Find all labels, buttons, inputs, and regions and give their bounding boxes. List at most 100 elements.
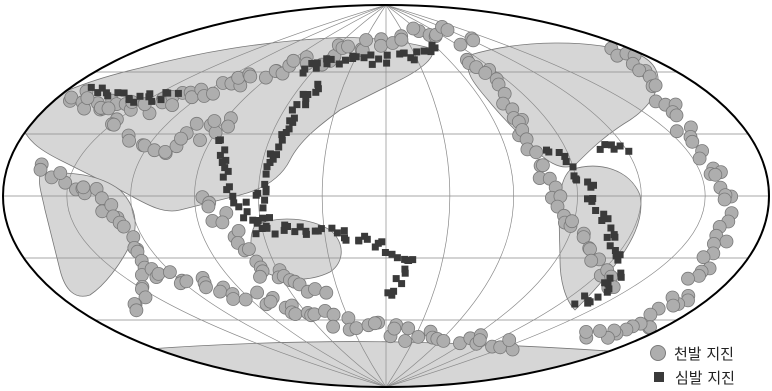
legend-deep: 심발 지진 xyxy=(650,365,760,389)
deep-quake-marker xyxy=(120,89,128,97)
deep-quake-marker xyxy=(596,145,604,153)
shallow-quake-marker xyxy=(478,66,493,80)
deep-quake-marker xyxy=(174,89,182,97)
deep-quake-marker xyxy=(612,252,620,260)
legend-deep-label: 심발 지진 xyxy=(675,368,735,387)
shallow-quake-marker xyxy=(207,114,222,128)
deep-quake-marker xyxy=(218,159,226,166)
deep-quake-marker xyxy=(219,173,227,181)
shallow-quake-marker xyxy=(193,133,207,148)
deep-quake-marker xyxy=(280,226,288,234)
deep-quake-marker xyxy=(352,53,360,61)
deep-quake-marker xyxy=(130,98,138,106)
deep-quake-marker xyxy=(601,141,609,149)
shallow-quake-marker xyxy=(243,69,258,84)
deep-quake-marker xyxy=(398,280,406,288)
shallow-quake-marker xyxy=(529,145,544,160)
deep-quake-marker xyxy=(157,96,165,104)
deep-quake-marker xyxy=(273,151,280,159)
shallow-quake-marker xyxy=(349,321,364,336)
deep-quake-marker xyxy=(284,223,291,230)
deep-quake-marker xyxy=(409,256,417,264)
deep-quake-marker xyxy=(253,219,261,227)
shallow-quake-marker xyxy=(681,271,695,286)
shallow-quake-marker xyxy=(104,198,119,212)
shallow-quake-marker xyxy=(708,167,723,182)
deep-quake-marker xyxy=(288,106,296,114)
shallow-quake-marker xyxy=(466,33,481,48)
deep-quake-marker xyxy=(427,48,435,56)
deep-quake-marker xyxy=(616,142,624,150)
deep-quake-marker xyxy=(392,275,400,283)
deep-quake-marker xyxy=(562,158,570,166)
deep-quake-marker xyxy=(98,84,106,92)
deep-earthquakes xyxy=(87,41,633,308)
deep-quake-marker xyxy=(384,289,392,297)
deep-quake-marker xyxy=(314,85,322,93)
shallow-quake-marker xyxy=(593,324,607,338)
north-america-land xyxy=(467,42,659,168)
deep-quake-marker xyxy=(301,65,309,73)
deep-quake-marker xyxy=(614,256,622,264)
shallow-quake-marker xyxy=(253,269,267,284)
shallow-quake-marker xyxy=(151,266,166,281)
shallow-quake-marker xyxy=(238,292,253,307)
deep-quake-marker xyxy=(327,55,335,63)
shallow-quake-marker xyxy=(398,334,413,348)
deep-quake-marker xyxy=(383,59,391,67)
deep-quake-marker xyxy=(266,159,274,166)
shallow-quake-marker xyxy=(116,219,131,234)
shallow-quake-marker xyxy=(411,329,426,344)
shallow-quake-marker xyxy=(685,134,700,149)
deep-quake-marker xyxy=(296,223,304,231)
deep-quake-marker xyxy=(290,114,298,122)
deep-quake-marker xyxy=(266,150,274,158)
deep-quake-marker xyxy=(360,54,368,62)
deep-quake-marker xyxy=(263,163,271,171)
deep-quake-marker xyxy=(388,250,396,258)
shallow-quake-marker xyxy=(536,158,550,173)
deep-quake-marker xyxy=(262,188,270,196)
shallow-quake-marker xyxy=(326,307,341,322)
deep-quake-marker xyxy=(617,269,625,277)
deep-quake-marker xyxy=(146,90,154,98)
deep-quake-marker xyxy=(606,274,614,282)
shallow-quake-marker xyxy=(53,166,68,180)
deep-quake-marker xyxy=(302,227,310,235)
shallow-quake-marker xyxy=(189,116,204,131)
shallow-quake-marker xyxy=(138,290,153,305)
shallow-quake-marker xyxy=(206,86,220,101)
shallow-quake-marker xyxy=(158,144,173,159)
deep-quake-marker xyxy=(571,300,579,308)
deep-quake-marker xyxy=(299,90,307,98)
deep-quake-marker xyxy=(261,180,269,188)
shallow-quake-marker xyxy=(666,298,681,313)
deep-quake-marker xyxy=(598,217,606,224)
shallow-quake-marker xyxy=(288,307,303,322)
deep-quake-marker xyxy=(328,224,336,232)
legend: 천발 지진 심발 지진 xyxy=(650,341,760,389)
shallow-quake-marker xyxy=(373,38,388,53)
shallow-quake-marker xyxy=(80,91,95,105)
shallow-quake-marker xyxy=(584,253,599,268)
deep-quake-marker xyxy=(367,51,375,59)
deep-quake-marker xyxy=(601,279,609,287)
shallow-quake-marker xyxy=(231,223,246,238)
deep-quake-marker xyxy=(286,117,294,125)
deep-quake-marker xyxy=(594,293,602,301)
deep-quake-marker xyxy=(216,151,224,159)
deep-quake-marker xyxy=(299,69,307,77)
deep-quake-marker xyxy=(136,92,144,100)
deep-quake-marker xyxy=(401,269,409,277)
deep-quake-marker xyxy=(242,198,250,206)
deep-quake-marker xyxy=(388,291,396,299)
shallow-quake-marker xyxy=(174,131,188,146)
deep-quake-marker xyxy=(94,89,102,97)
deep-quake-marker xyxy=(240,214,248,222)
deep-quake-marker xyxy=(607,224,615,232)
shallow-quake-marker xyxy=(440,23,455,37)
deep-quake-marker xyxy=(396,50,404,58)
shallow-quake-marker xyxy=(453,37,468,52)
deep-quake-marker xyxy=(410,56,418,64)
